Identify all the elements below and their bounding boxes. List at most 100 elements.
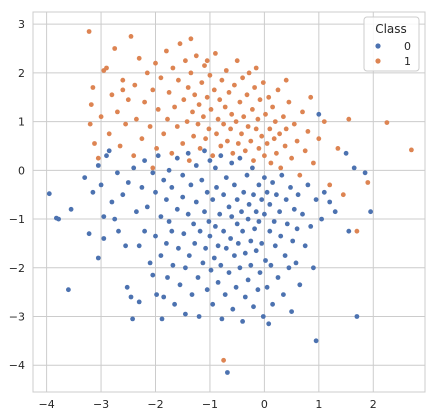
point-class-1 [263,111,268,117]
point-class-1 [289,155,294,161]
point-class-1 [253,65,259,71]
point-class-1 [176,77,181,83]
point-class-0 [189,292,195,297]
point-class-0 [275,275,281,280]
scatter-points [46,29,414,375]
point-class-1 [282,143,288,149]
point-class-1 [346,116,352,122]
legend: Class 0 1 [363,16,420,72]
point-class-0 [253,248,259,254]
point-class-0 [176,245,181,251]
point-class-0 [248,262,254,268]
point-class-1 [87,121,93,127]
point-class-0 [120,192,126,198]
point-class-0 [240,228,246,234]
point-class-0 [234,197,240,203]
point-class-0 [185,211,191,217]
point-class-1 [188,70,194,76]
point-class-0 [207,233,213,239]
point-class-0 [116,228,121,234]
point-class-1 [248,138,254,144]
point-class-0 [217,211,223,217]
point-class-0 [235,241,241,246]
point-class-0 [272,243,278,249]
point-class-0 [313,197,319,203]
series-0-points [46,111,373,375]
point-class-0 [293,260,299,266]
point-class-1 [185,85,191,90]
point-class-1 [155,107,161,112]
point-class-0 [197,228,203,234]
point-class-1 [266,94,272,100]
point-class-0 [219,316,225,322]
point-class-1 [241,114,247,120]
x-tick-label: −1 [202,398,218,411]
point-class-0 [147,260,153,266]
point-class-0 [202,209,207,215]
point-class-1 [384,120,390,125]
point-class-1 [225,138,230,144]
point-class-0 [297,282,303,288]
point-class-0 [154,292,160,297]
legend-marker-1 [375,58,381,64]
point-class-0 [221,192,227,198]
point-class-0 [327,199,333,205]
point-class-0 [95,255,101,261]
point-class-0 [164,197,169,203]
point-class-0 [90,189,96,195]
point-class-1 [218,143,224,149]
legend-marker-0 [375,43,381,49]
point-class-0 [267,228,273,234]
point-class-0 [174,155,180,161]
point-class-1 [213,51,218,56]
point-class-0 [174,206,180,212]
series-1-points [86,29,414,363]
point-class-0 [286,265,292,271]
point-class-1 [264,141,270,146]
point-class-0 [230,306,236,312]
point-class-0 [229,160,235,166]
point-class-1 [237,99,243,105]
point-class-0 [210,197,216,203]
point-class-1 [86,29,92,34]
point-class-1 [197,146,203,151]
point-class-0 [153,233,158,239]
point-class-1 [206,126,212,132]
point-class-1 [259,133,265,139]
point-class-0 [95,163,101,168]
point-class-0 [237,265,243,271]
x-tick-label: −4 [39,398,55,411]
point-class-0 [215,280,221,285]
point-class-1 [120,77,126,83]
point-class-1 [92,141,97,146]
point-class-0 [270,180,275,185]
point-class-0 [203,245,209,251]
point-class-0 [101,214,107,220]
point-class-0 [134,209,139,215]
point-class-0 [250,165,255,171]
x-tick-label: 2 [370,398,377,411]
point-class-1 [286,99,292,105]
point-class-0 [155,153,161,159]
point-class-0 [245,216,251,222]
point-class-1 [90,85,96,90]
point-class-0 [291,206,297,212]
point-class-0 [255,287,261,293]
point-class-0 [82,175,88,181]
point-class-1 [180,141,186,146]
point-class-1 [221,357,227,363]
point-class-1 [95,155,101,161]
x-tick-label: −2 [147,398,163,411]
point-class-0 [150,170,156,176]
point-class-1 [229,111,235,117]
point-class-0 [215,243,221,249]
point-class-0 [150,272,156,278]
point-class-0 [164,241,169,246]
point-class-1 [268,160,274,166]
point-class-0 [159,316,165,322]
point-class-1 [142,99,148,105]
point-class-1 [177,41,183,47]
point-class-1 [150,165,156,171]
point-class-0 [208,267,214,273]
point-class-1 [134,116,139,122]
